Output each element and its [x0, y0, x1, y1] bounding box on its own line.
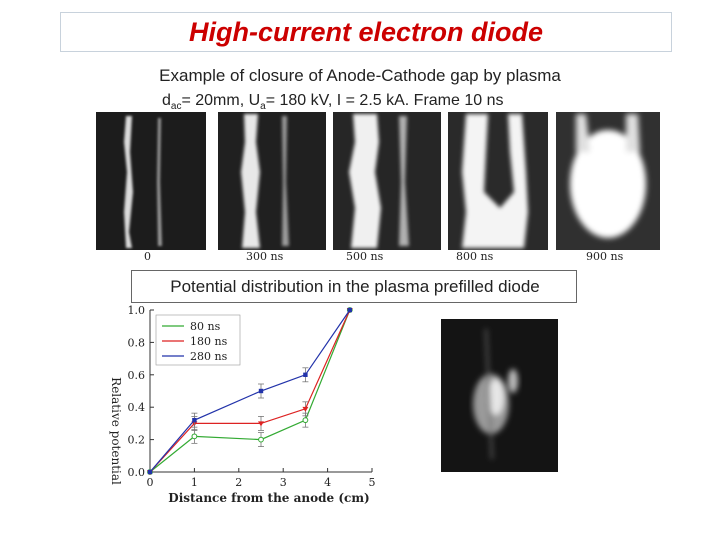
data-point — [303, 372, 308, 377]
param-rest: = 180 kV, I = 2.5 kA. Frame 10 ns — [265, 92, 504, 109]
frame-label-0: 0 — [144, 250, 151, 263]
data-point — [192, 417, 197, 423]
data-point — [302, 406, 309, 412]
param-u-sub: a — [260, 101, 266, 113]
y-tick-label: 0.2 — [128, 434, 146, 447]
streak-frames: 0 300 ns 500 ns 800 ns 900 ns — [96, 112, 660, 266]
y-tick-label: 0.0 — [128, 466, 146, 479]
x-axis-label: Distance from the anode (cm) — [168, 491, 369, 505]
y-tick-label: 0.6 — [128, 369, 146, 382]
series-line-0 — [149, 309, 351, 473]
frame-label-500: 500 ns — [346, 250, 384, 263]
y-tick-label: 0.4 — [128, 401, 146, 414]
data-point — [147, 469, 153, 475]
title-box: High-current electron diode — [60, 12, 672, 52]
frame-0-image — [96, 112, 206, 250]
x-tick-label: 3 — [280, 476, 287, 489]
slide-subtitle: Example of closure of Anode-Cathode gap … — [159, 66, 561, 85]
plasma-image — [441, 319, 558, 472]
legend-label: 280 ns — [190, 350, 228, 363]
x-tick-label: 2 — [235, 476, 242, 489]
param-d-value: = 20mm, U — [181, 92, 261, 109]
x-tick-label: 5 — [369, 476, 376, 489]
frame-300-image — [218, 112, 326, 250]
data-point — [258, 436, 264, 443]
data-point — [258, 421, 264, 427]
slide-title: High-current electron diode — [188, 17, 544, 47]
frame-label-900: 900 ns — [586, 250, 624, 263]
potential-caption: Potential distribution in the plasma pre… — [170, 277, 540, 296]
data-point — [191, 433, 198, 440]
y-tick-label: 1.0 — [128, 304, 146, 317]
x-tick-label: 4 — [324, 476, 331, 489]
legend-label: 80 ns — [190, 320, 221, 333]
diode-parameters: dac= 20mm, Ua= 180 kV, I = 2.5 kA. Frame… — [162, 92, 503, 112]
legend-label: 180 ns — [190, 335, 228, 348]
frame-900-image — [556, 112, 660, 250]
x-tick-label: 0 — [147, 476, 154, 489]
legend-box — [155, 314, 241, 366]
data-point — [302, 417, 309, 424]
data-point — [258, 388, 264, 394]
frame-800-image — [448, 112, 548, 250]
x-tick-label: 1 — [191, 476, 198, 489]
frame-label-800: 800 ns — [456, 250, 494, 263]
frame-500-image — [333, 112, 441, 250]
potential-caption-box — [131, 270, 577, 303]
frame-label-300: 300 ns — [246, 250, 284, 263]
y-tick-label: 0.8 — [128, 336, 146, 349]
y-axis-label: Relative potential — [109, 377, 123, 485]
data-point — [347, 307, 352, 313]
potential-chart: 0 1 2 3 4 5 0.0 0.2 0.4 0.6 0.8 1.0 Distance from th… — [109, 304, 376, 505]
param-d-sub: ac — [170, 101, 182, 113]
param-d: d — [162, 92, 171, 109]
